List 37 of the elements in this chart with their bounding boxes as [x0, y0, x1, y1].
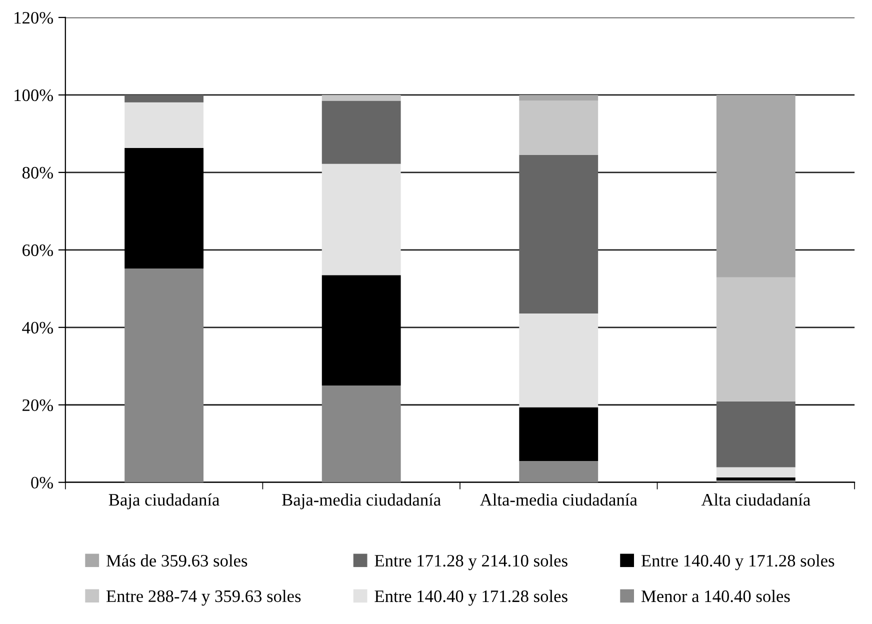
bar — [124, 94, 204, 102]
bar — [322, 275, 401, 386]
y-tick-label: 80% — [22, 166, 54, 179]
bar — [716, 477, 796, 480]
x-tick-label: Baja ciudadanía — [108, 493, 220, 510]
bar — [322, 386, 401, 482]
x-tick-label: Alta ciudadanía — [701, 493, 810, 506]
x-tick-label: Baja-media ciudadanía — [282, 493, 441, 510]
y-tick-label: 20% — [22, 399, 54, 412]
bar — [716, 467, 796, 478]
bar — [716, 94, 796, 278]
bar — [716, 401, 796, 468]
y-tick-label: 40% — [22, 322, 54, 334]
bar — [322, 100, 401, 164]
bar — [519, 313, 598, 408]
bar — [519, 407, 598, 462]
bar — [124, 102, 204, 148]
bar — [322, 164, 401, 276]
y-tick-label: 0% — [31, 476, 54, 489]
bar — [519, 94, 598, 101]
bar — [519, 461, 598, 482]
legend-label: Entre 140.40 y 171.28 soles — [641, 554, 834, 570]
legend-label: Menor a 140.40 soles — [641, 590, 790, 602]
bar — [716, 277, 796, 402]
legend-label: Entre 288-74 y 359.63 soles — [106, 590, 301, 606]
bar — [124, 268, 204, 482]
legend-label: Más de 359.63 soles — [106, 554, 248, 567]
y-tick-label: 100% — [14, 89, 54, 102]
y-tick-label: 60% — [22, 244, 54, 256]
legend-label: Entre 140.40 y 171.28 soles — [374, 590, 568, 606]
bar — [519, 155, 598, 314]
bar — [124, 148, 204, 269]
bar — [519, 100, 598, 155]
y-tick-label: 120% — [14, 12, 54, 24]
bar — [322, 94, 401, 101]
legend-label: Entre 171.28 y 214.10 soles — [374, 554, 568, 570]
x-tick-label: Alta-media ciudadanía — [480, 493, 638, 506]
